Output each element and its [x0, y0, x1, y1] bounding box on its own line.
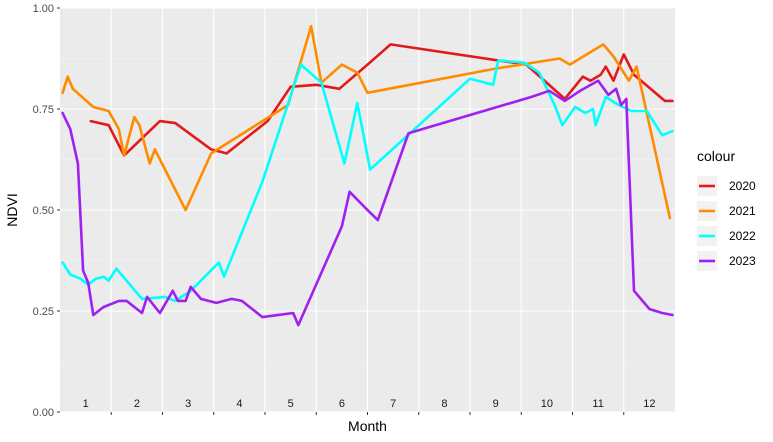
y-tick-label: 0.50 [33, 205, 54, 217]
legend-label-2021: 2021 [729, 204, 756, 218]
month-label: 5 [288, 398, 294, 410]
month-label: 9 [493, 398, 499, 410]
legend: colour 2020 2021 2022 2023 [697, 148, 756, 271]
month-label: 4 [236, 398, 242, 410]
month-label: 1 [83, 398, 89, 410]
month-label: 6 [339, 398, 345, 410]
legend-label-2022: 2022 [729, 229, 756, 243]
legend-title: colour [697, 148, 735, 164]
month-label: 7 [390, 398, 396, 410]
y-axis-title: NDVI [4, 193, 20, 226]
month-label: 3 [185, 398, 191, 410]
legend-label-2023: 2023 [729, 254, 756, 268]
y-tick-label: 0.75 [33, 104, 54, 116]
y-tick-label: 1.00 [33, 3, 54, 15]
month-label: 11 [592, 398, 603, 410]
x-axis-title: Month [348, 418, 387, 434]
month-label: 8 [441, 398, 447, 410]
series-line-2023 [61, 79, 674, 327]
x-axis: 1 2 3 4 5 6 7 8 9 10 11 12 [83, 398, 656, 415]
y-tick-label: 0.25 [33, 306, 54, 318]
series-line-2020 [89, 43, 674, 157]
y-tick-label: 0.00 [33, 407, 54, 419]
month-label: 12 [643, 398, 655, 410]
y-axis: 0.00 0.25 0.50 0.75 1.00 [33, 3, 60, 419]
month-label: 10 [541, 398, 553, 410]
legend-label-2020: 2020 [729, 179, 756, 193]
series-lines [61, 24, 674, 327]
month-label: 2 [134, 398, 140, 410]
series-line-2022 [61, 59, 674, 303]
